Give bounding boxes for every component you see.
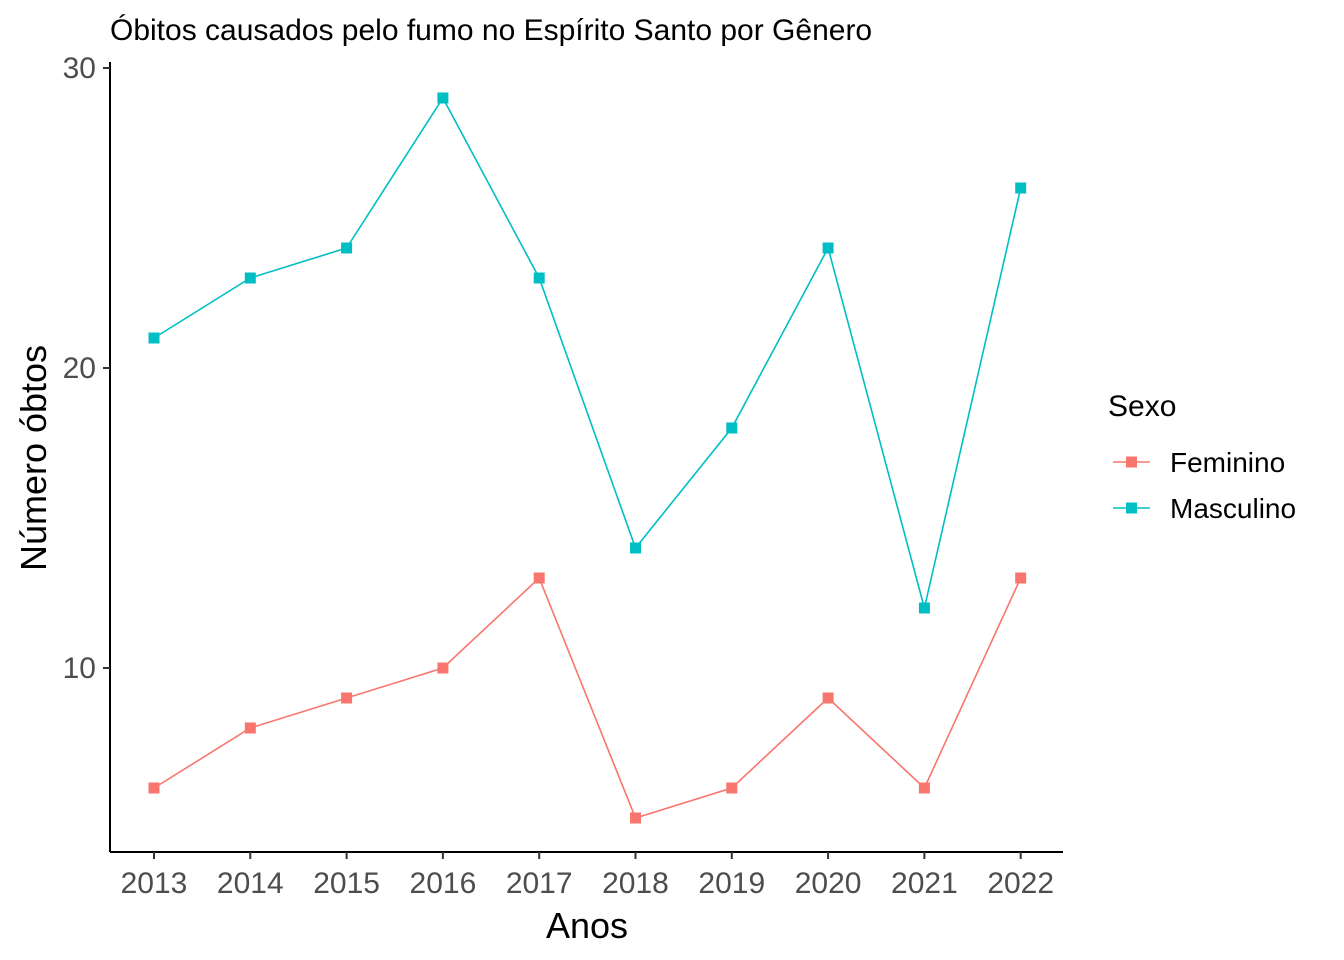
data-point: [341, 692, 353, 704]
data-point: [918, 782, 930, 794]
y-axis: 10 20 30: [63, 52, 111, 852]
data-point: [918, 602, 930, 614]
legend-key-marker: [1126, 456, 1137, 468]
y-tick-label: 30: [63, 52, 96, 85]
data-point: [244, 722, 256, 734]
data-point: [148, 782, 160, 794]
x-tick-label: 2014: [217, 867, 284, 900]
x-tick-label: 2013: [121, 867, 188, 900]
x-axis-title: Anos: [546, 905, 628, 946]
data-point: [1015, 572, 1027, 584]
x-tick-label: 2021: [891, 867, 958, 900]
x-tick-label: 2015: [313, 867, 380, 900]
data-point: [148, 332, 160, 344]
data-point: [822, 692, 834, 704]
y-tick-label: 10: [63, 652, 96, 685]
legend-item: Feminino: [1113, 447, 1285, 478]
x-tick-label: 2022: [987, 867, 1054, 900]
legend: Sexo Feminino Masculino: [1108, 390, 1296, 524]
data-point: [1015, 182, 1027, 194]
data-point: [822, 242, 834, 254]
data-point: [533, 272, 545, 284]
legend-label: Feminino: [1170, 447, 1285, 478]
x-tick-label: 2020: [795, 867, 862, 900]
series-line: [153, 576, 1022, 819]
legend-label: Masculino: [1170, 493, 1296, 524]
series-masculino: [148, 92, 1027, 614]
x-tick-label: 2017: [506, 867, 573, 900]
y-axis-title: Número óbtos: [13, 345, 54, 571]
x-tick-label: 2016: [410, 867, 477, 900]
x-tick-label: 2019: [698, 867, 765, 900]
x-tick-label: 2018: [602, 867, 669, 900]
data-point: [244, 272, 256, 284]
plot-area: [148, 92, 1027, 824]
chart-title: Óbitos causados pelo fumo no Espírito Sa…: [110, 14, 872, 47]
data-point: [533, 572, 545, 584]
legend-item: Masculino: [1113, 493, 1296, 524]
data-point: [630, 812, 641, 824]
legend-key-marker: [1126, 502, 1137, 514]
series-feminino: [148, 572, 1027, 824]
data-point: [726, 782, 738, 794]
data-point: [341, 242, 353, 254]
data-point: [437, 662, 449, 674]
data-point: [726, 422, 738, 434]
data-point: [437, 92, 449, 104]
y-tick-label: 20: [63, 352, 96, 385]
series-line: [153, 96, 1022, 609]
legend-title: Sexo: [1108, 390, 1176, 423]
x-axis: 2013 2014 2015 2016 2017 2018 2019 2020 2021 2022: [110, 851, 1063, 900]
data-point: [630, 542, 641, 554]
